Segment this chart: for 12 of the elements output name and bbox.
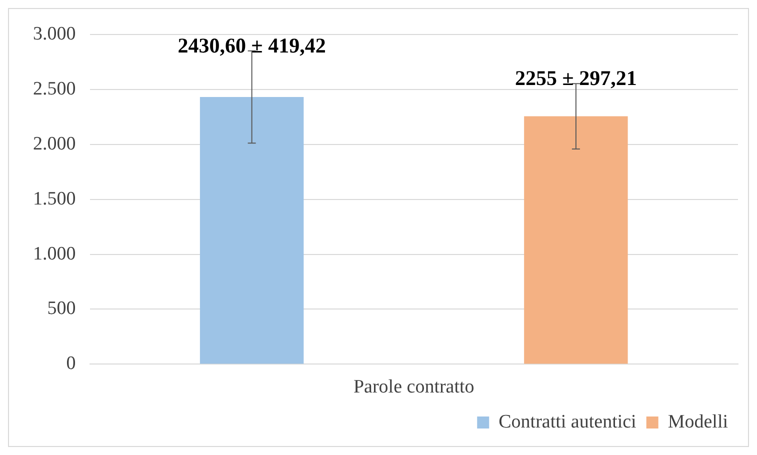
x-axis-title: Parole contratto [353, 376, 474, 398]
legend-label: Contratti autentici [498, 411, 636, 432]
y-tick-label: 3.000 [33, 23, 76, 44]
data-label: 2255 ± 297,21 [515, 66, 637, 90]
y-tick-label: 1.000 [33, 243, 76, 264]
y-tick-label: 500 [47, 298, 76, 320]
y-tick-label: 1.500 [33, 188, 76, 210]
y-tick-label: 2.500 [33, 78, 76, 100]
legend-label: Modelli [668, 411, 728, 432]
data-label: 2430,60 ± 419,42 [178, 33, 326, 58]
y-tick-label: 2.000 [33, 133, 76, 154]
y-tick-label: 0 [66, 353, 76, 374]
